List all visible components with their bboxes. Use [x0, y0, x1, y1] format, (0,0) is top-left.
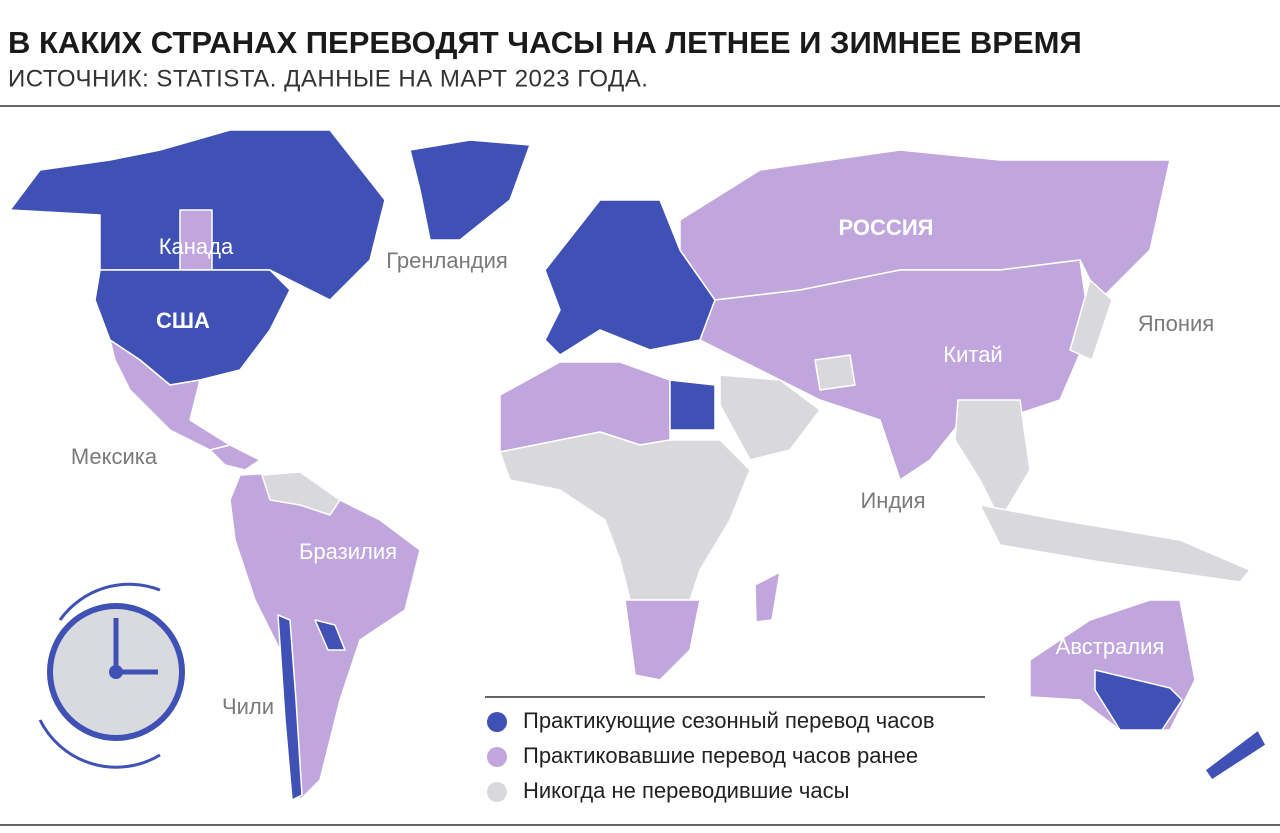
- central-america: [209, 444, 261, 471]
- paraguay: [314, 619, 346, 651]
- clock-icon: [38, 582, 185, 769]
- country-label: Канада: [159, 234, 234, 259]
- japan: [1069, 279, 1113, 361]
- africa: [499, 431, 751, 601]
- indonesia: [979, 504, 1251, 583]
- middle-east: [719, 374, 821, 461]
- new-zealand: [1204, 729, 1267, 781]
- madagascar: [754, 571, 781, 623]
- legend-label: Практиковавшие перевод часов ранее: [523, 743, 918, 768]
- country-label: США: [156, 308, 210, 333]
- country-label: Индия: [860, 488, 925, 513]
- legend-label: Практикующие сезонный перевод часов: [523, 708, 935, 733]
- southeast-asia: [954, 399, 1031, 521]
- chile: [277, 614, 303, 801]
- world-map: [9, 129, 1267, 801]
- legend-swatch: [487, 747, 507, 767]
- afghanistan: [814, 354, 856, 391]
- title: В КАКИХ СТРАНАХ ПЕРЕВОДЯТ ЧАСЫ НА ЛЕТНЕЕ…: [8, 25, 1082, 60]
- legend: Практикующие сезонный перевод часов Практ…: [487, 708, 935, 803]
- country-label: Китай: [943, 342, 1002, 367]
- country-label: РОССИЯ: [839, 215, 934, 240]
- legend-swatch: [487, 712, 507, 732]
- egypt: [669, 379, 716, 431]
- southern-africa: [624, 599, 701, 681]
- map-labels: Канада США Гренландия РОССИЯ Япония Китай Мекс…: [71, 215, 1214, 719]
- south-america-north: [261, 471, 341, 516]
- europe: [544, 199, 716, 356]
- country-label: Чили: [222, 694, 274, 719]
- country-label: Япония: [1138, 311, 1214, 336]
- country-label: Бразилия: [299, 539, 397, 564]
- australia-southeast: [1094, 669, 1183, 731]
- subtitle: ИСТОЧНИК: STATISTA. ДАННЫЕ НА МАРТ 2023 …: [8, 65, 648, 92]
- legend-swatch: [487, 782, 507, 802]
- legend-label: Никогда не переводившие часы: [523, 778, 849, 803]
- greenland: [409, 139, 531, 241]
- country-label: Австралия: [1056, 634, 1165, 659]
- country-label: Мексика: [71, 444, 158, 469]
- country-label: Гренландия: [386, 248, 508, 273]
